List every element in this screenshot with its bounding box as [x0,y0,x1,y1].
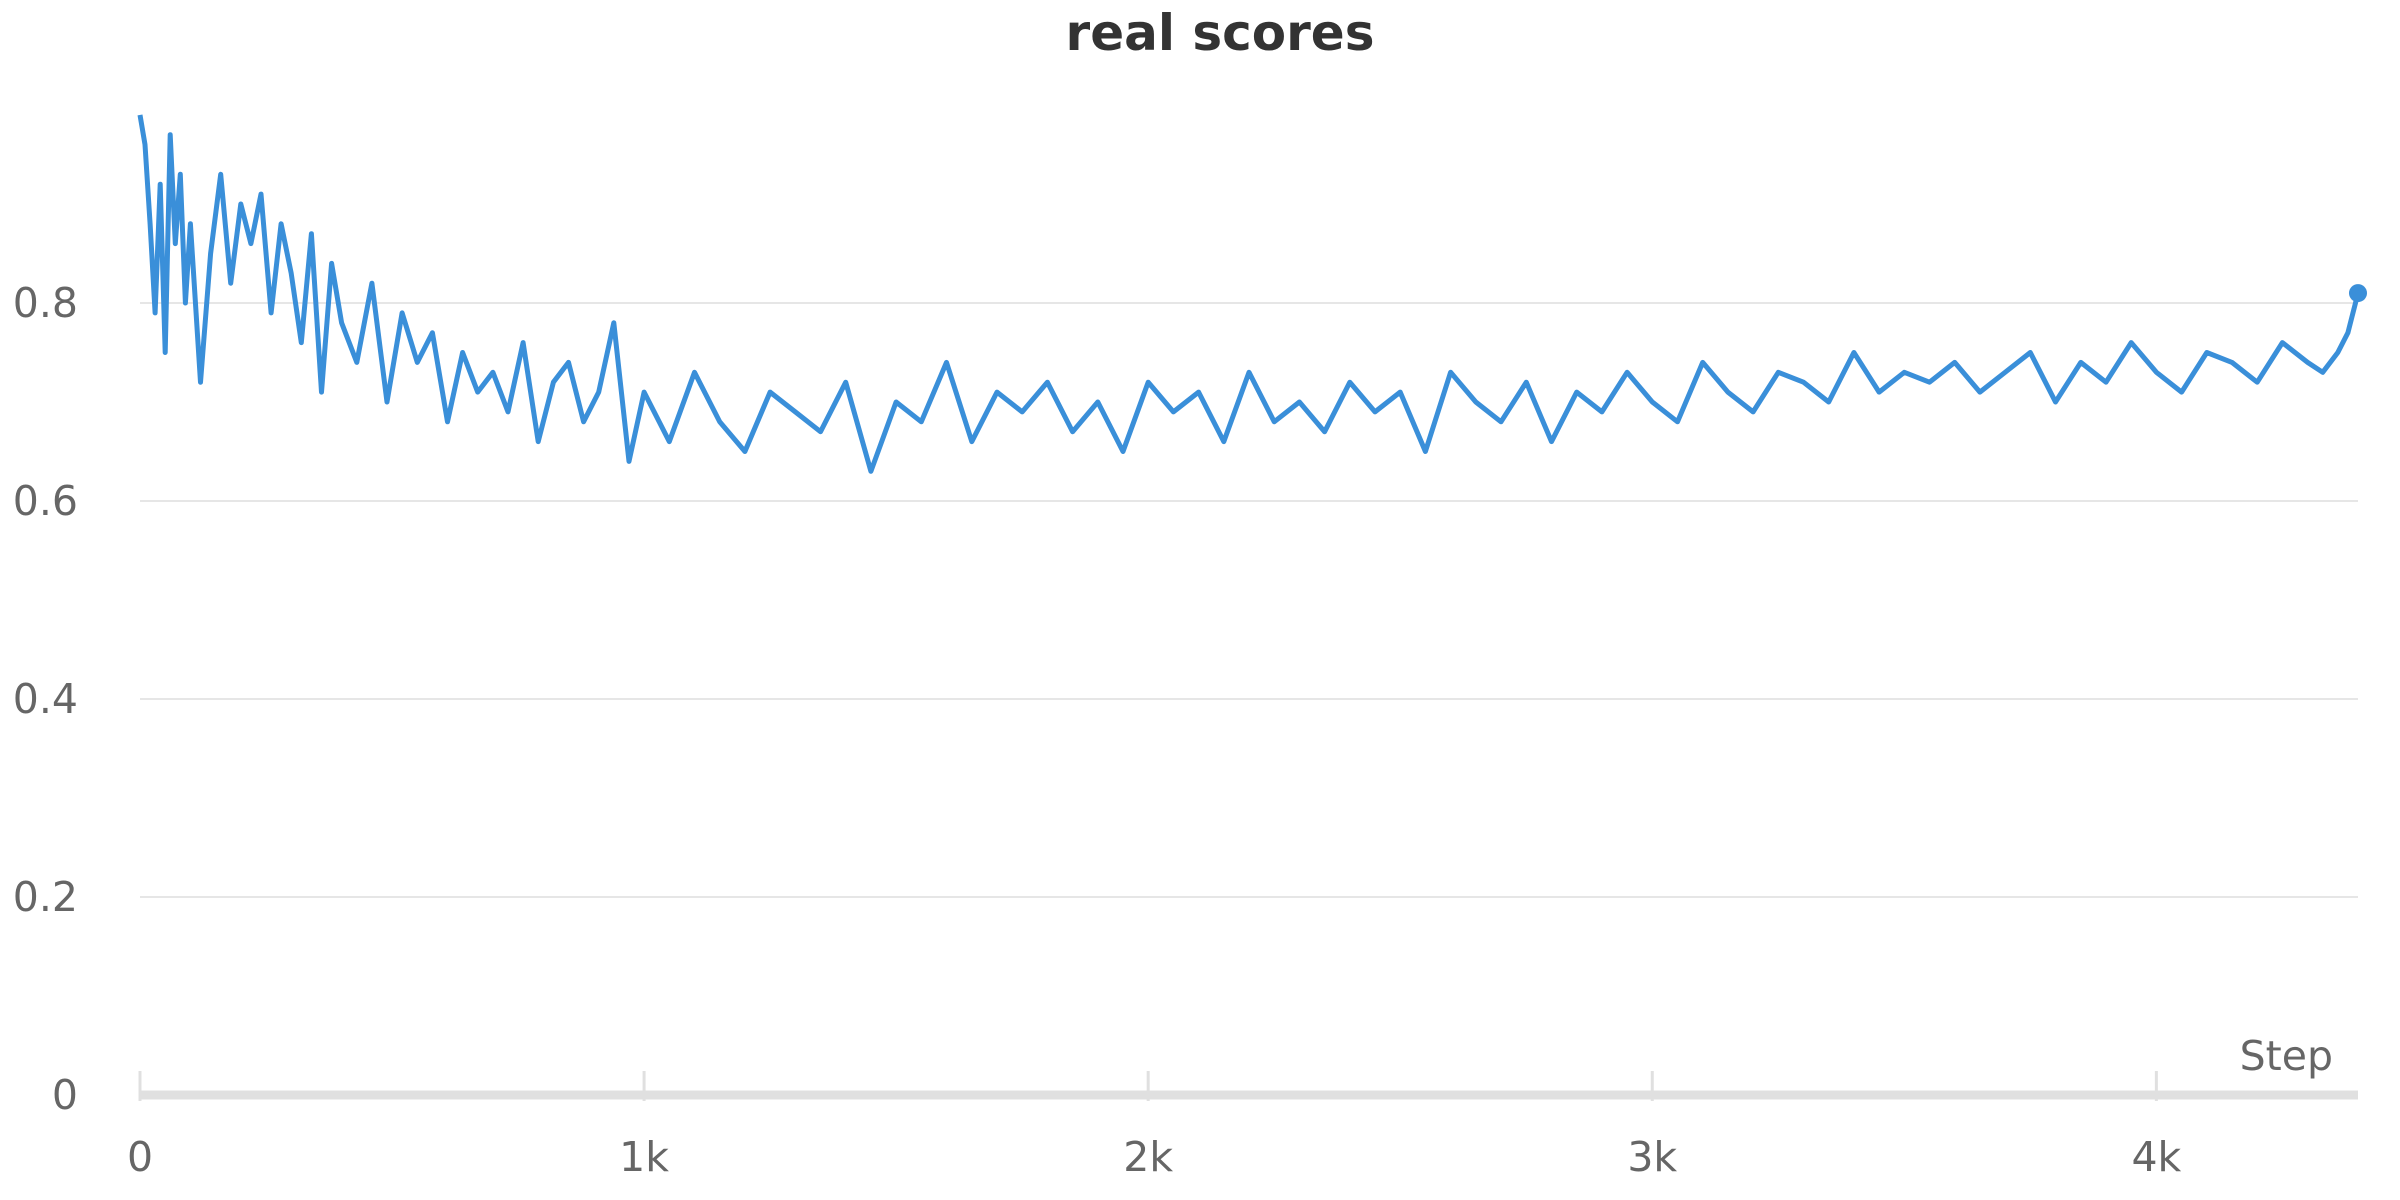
x-axis-ticks: 0 1k 2k 3k 4k [127,1071,2182,1181]
y-tick-label: 0.8 [13,279,78,327]
grid-lines [140,302,2358,898]
x-axis-label: Step [2240,1032,2333,1080]
y-tick-label: 0 [52,1071,78,1119]
x-tick-label: 2k [1123,1133,1173,1181]
chart-title: real scores [1066,4,1375,62]
x-tick-label: 4k [2131,1133,2181,1181]
x-tick-label: 1k [619,1133,669,1181]
series-line [137,114,2361,474]
series-end-point [2349,284,2367,303]
y-tick-label: 0.2 [13,873,78,921]
y-axis-ticks: 0 0.2 0.4 0.6 0.8 [13,279,78,1119]
series-group [137,114,2367,474]
x-tick-label: 3k [1627,1133,1677,1181]
y-tick-label: 0.4 [13,675,78,723]
y-tick-label: 0.6 [13,477,78,525]
x-tick-label: 0 [127,1133,153,1181]
